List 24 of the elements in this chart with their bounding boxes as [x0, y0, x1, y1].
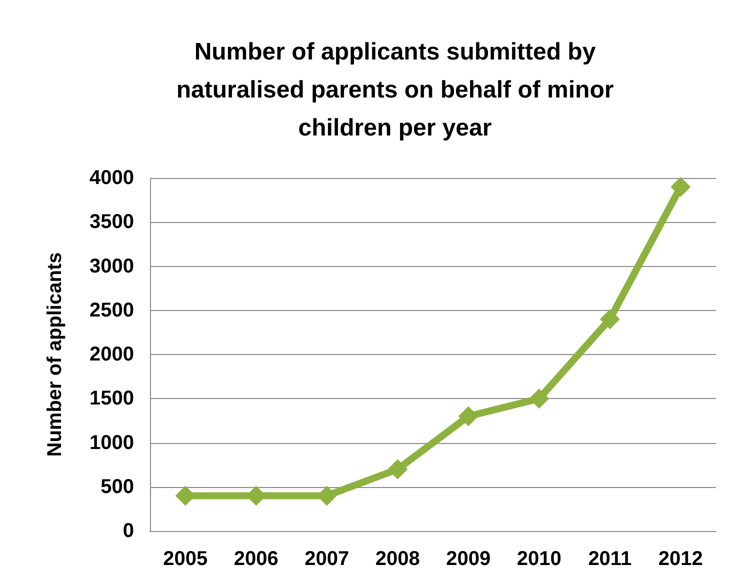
- point: [670, 176, 691, 197]
- x-tick-label: 2008: [375, 548, 420, 570]
- y-tick-label: 1000: [90, 432, 134, 454]
- x-tick-label: 2012: [658, 548, 703, 570]
- x-tick-label: 2011: [588, 548, 632, 570]
- y-tick-label: 500: [100, 476, 134, 498]
- point: [529, 388, 550, 409]
- x-tick-label: 2010: [516, 548, 562, 570]
- y-tick-label: 0: [122, 520, 134, 542]
- y-tick-label: 4000: [90, 167, 134, 189]
- point: [388, 459, 408, 480]
- y-tick-label: 3000: [90, 255, 134, 278]
- chart-title: Number of applicants submitted by naturalised parents on behalf of minor children per year: [176, 38, 614, 142]
- y-tick-label: 2000: [90, 344, 134, 366]
- y-tick-label: 1500: [90, 388, 134, 410]
- x-tick-label: 2007: [304, 548, 350, 570]
- point: [600, 309, 620, 330]
- y-tick-label: 3500: [90, 211, 134, 234]
- y-tick-label: 2500: [90, 299, 134, 322]
- x-tick-label: 2009: [446, 548, 491, 570]
- point: [458, 406, 478, 426]
- y-axis-title: Number of applicants: [44, 252, 66, 457]
- x-tick-label: 2006: [234, 548, 278, 570]
- x-tick-label: 2005: [163, 548, 208, 570]
